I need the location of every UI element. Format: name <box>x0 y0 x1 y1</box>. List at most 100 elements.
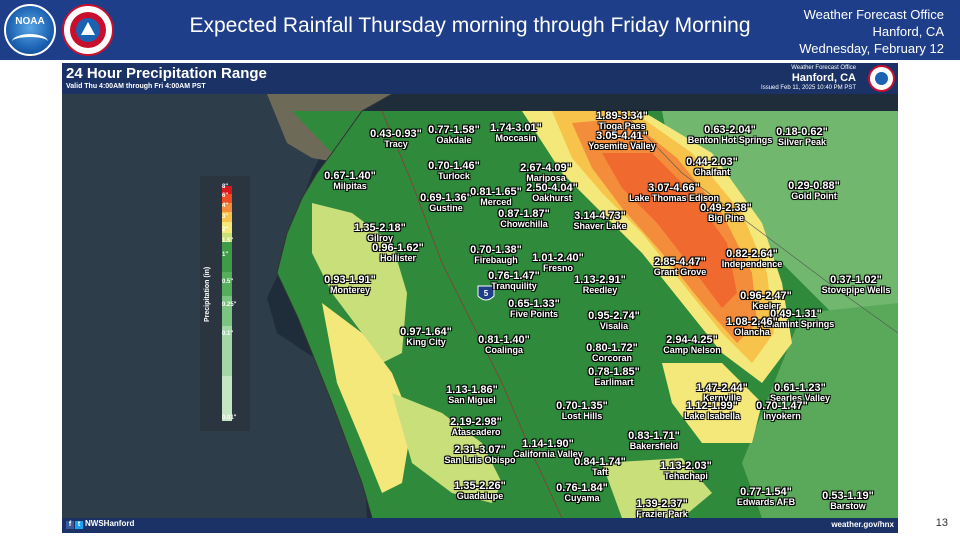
nws-logo <box>62 4 114 56</box>
location-annotation: 2.85-4.47" Grant Grove <box>654 257 707 278</box>
location-annotation: 3.05-4.41" Yosemite Valley <box>588 130 656 152</box>
location-name-label: Benton Hot Springs <box>687 135 773 145</box>
page-number: 13 <box>935 517 948 529</box>
precip-range-label: 1.13-1.86" <box>446 384 498 396</box>
location-annotation: 0.78-1.85" Earlimart <box>588 367 640 388</box>
precip-range-label: 0.70-1.35" <box>556 400 608 412</box>
twitter-icon[interactable]: t <box>75 521 83 529</box>
location-name-label: Gold Point <box>791 191 837 201</box>
legend-swatch <box>222 222 232 233</box>
precip-range-label: 3.05-4.41" <box>596 130 648 142</box>
precip-slo-band <box>322 303 412 493</box>
social-handle-text: NWSHanford <box>85 519 135 528</box>
noaa-logo-text: NOAA <box>15 16 45 27</box>
location-annotation: 0.43-0.93" Tracy <box>370 129 422 150</box>
precip-range-label: 0.87-1.87" <box>498 208 550 220</box>
precip-sierra-peak <box>602 153 737 308</box>
location-name-label: Coalinga <box>484 345 524 355</box>
precip-range-label: 2.94-4.25" <box>666 334 718 346</box>
location-annotation: 0.81-1.65" Merced <box>470 187 522 208</box>
location-annotation: 0.84-1.74" Taft <box>574 456 626 478</box>
graphic-title-banner: 24 Hour Precipitation Range Valid Thu 4:… <box>62 63 898 94</box>
precip-range-label: 1.74-3.01" <box>490 122 542 134</box>
location-name-label: Silver Peak <box>777 137 827 147</box>
legend-tick-label: 0.25" <box>222 302 237 308</box>
location-annotation: 0.53-1.19" Barstow <box>822 491 874 512</box>
legend-tick-label: 1" <box>222 252 229 258</box>
location-name-label: Reedley <box>582 285 618 295</box>
location-name-label: San Miguel <box>448 395 496 405</box>
location-name-label: Yosemite Valley <box>588 141 656 151</box>
precip-range-label: 0.29-0.88" <box>788 180 840 192</box>
precip-range-label: 0.63-2.04" <box>704 124 756 136</box>
location-annotation: 1.13-2.91" Reedley <box>574 274 626 296</box>
legend-swatch <box>222 242 232 272</box>
location-annotation: 0.82-2.64" Independence <box>722 249 783 270</box>
precip-range-label: 0.70-1.38" <box>470 244 522 256</box>
precip-range-label: 1.35-2.26" <box>454 480 506 492</box>
precip-range-label: 0.97-1.64" <box>400 326 452 338</box>
location-name-label: California Valley <box>513 449 583 459</box>
legend-tick-label: 2" <box>222 227 229 233</box>
location-annotation: 1.35-2.18" Gilroy <box>354 223 406 244</box>
precipitation-map-graphic: 5 24 Hour Precipitation Range Valid Thu … <box>62 63 898 533</box>
precip-range-label: 0.83-1.71" <box>628 430 680 442</box>
precip-frazier-band <box>602 458 712 518</box>
website-link[interactable]: weather.gov/hnx <box>831 520 894 529</box>
precip-range-label: 0.61-1.23" <box>774 382 826 394</box>
social-handle[interactable]: f t NWSHanford <box>66 519 134 529</box>
precip-range-label: 0.95-2.74" <box>588 310 640 322</box>
location-name-label: Guadalupe <box>456 491 504 501</box>
precip-range-label: 0.77-1.54" <box>740 486 792 498</box>
location-name-label: Oakhurst <box>532 193 572 203</box>
wave-icon <box>12 34 48 49</box>
precip-range-label: 0.70-1.47" <box>756 400 808 412</box>
legend-swatch <box>222 212 232 222</box>
precip-legend: Precipitation (in) 8" 6" 4" 3" 2" 1.5" 1" 0.5" 0… <box>200 176 250 431</box>
location-name-label: Tracy <box>384 139 408 149</box>
location-annotation: 1.08-2.46" Olancha <box>726 317 778 338</box>
precip-range-label: 0.49-1.31" <box>770 308 822 320</box>
precip-range-label: 0.18-0.62" <box>776 126 828 138</box>
location-name-label: Chalfant <box>693 167 730 177</box>
graphic-title: 24 Hour Precipitation Range <box>66 65 267 82</box>
precip-range-label: 0.37-1.02" <box>830 274 882 286</box>
location-annotation: 3.07-4.66" Lake Thomas Edison <box>629 182 719 204</box>
location-annotation: 0.70-1.35" Lost Hills <box>556 400 608 422</box>
legend-swatch <box>222 194 232 203</box>
location-name-label: Hollister <box>379 253 417 263</box>
precip-range-label: 0.84-1.74" <box>574 456 626 468</box>
facebook-icon[interactable]: f <box>66 521 74 529</box>
location-annotation: 0.70-1.46" Turlock <box>428 161 480 182</box>
precip-range-label: 1.39-2.37" <box>636 498 688 510</box>
location-name-label: Merced <box>480 197 512 207</box>
location-annotation: 2.67-4.09" Mariposa <box>520 163 572 184</box>
location-annotation: 0.63-2.04" Benton Hot Springs <box>687 124 773 146</box>
location-name-label: Searles Valley <box>769 393 831 403</box>
shield-shape-icon <box>477 285 495 301</box>
location-annotation: 0.49-2.38" Big Pine <box>700 203 752 224</box>
legend-axis-label: Precipitation (in) <box>204 266 211 322</box>
legend-swatch <box>222 203 232 212</box>
location-annotation: 0.29-0.88" Gold Point <box>788 180 840 202</box>
graphic-office-name: Weather Forecast Office <box>791 65 856 71</box>
legend-tick-label: 6" <box>222 193 229 199</box>
location-annotation: 0.37-1.02" Stovepipe Wells <box>821 274 891 296</box>
location-name-label: Turlock <box>438 171 470 181</box>
location-name-label: Bakersfield <box>629 441 679 451</box>
location-name-label: Gustine <box>429 203 463 213</box>
precip-range-label: 3.07-4.66" <box>648 182 700 194</box>
location-annotation: 1.14-1.90" California Valley <box>513 439 583 460</box>
location-name-label: Olancha <box>734 327 770 337</box>
precip-range-label: 1.13-2.91" <box>574 274 626 286</box>
location-name-label: Firebaugh <box>474 255 518 265</box>
location-name-label: Barstow <box>830 501 866 511</box>
precip-range-label: 1.13-2.03" <box>660 460 712 472</box>
legend-tick-label: 4" <box>222 203 229 209</box>
precip-range-label: 0.76-1.47" <box>488 270 540 282</box>
location-name-label: Fresno <box>542 263 574 273</box>
location-name-label: Stovepipe Wells <box>821 285 891 295</box>
legend-tick-label: 1.5" <box>222 238 234 244</box>
nws-small-logo <box>868 65 895 92</box>
location-annotation: 0.96-2.47" Keeler <box>740 291 792 312</box>
